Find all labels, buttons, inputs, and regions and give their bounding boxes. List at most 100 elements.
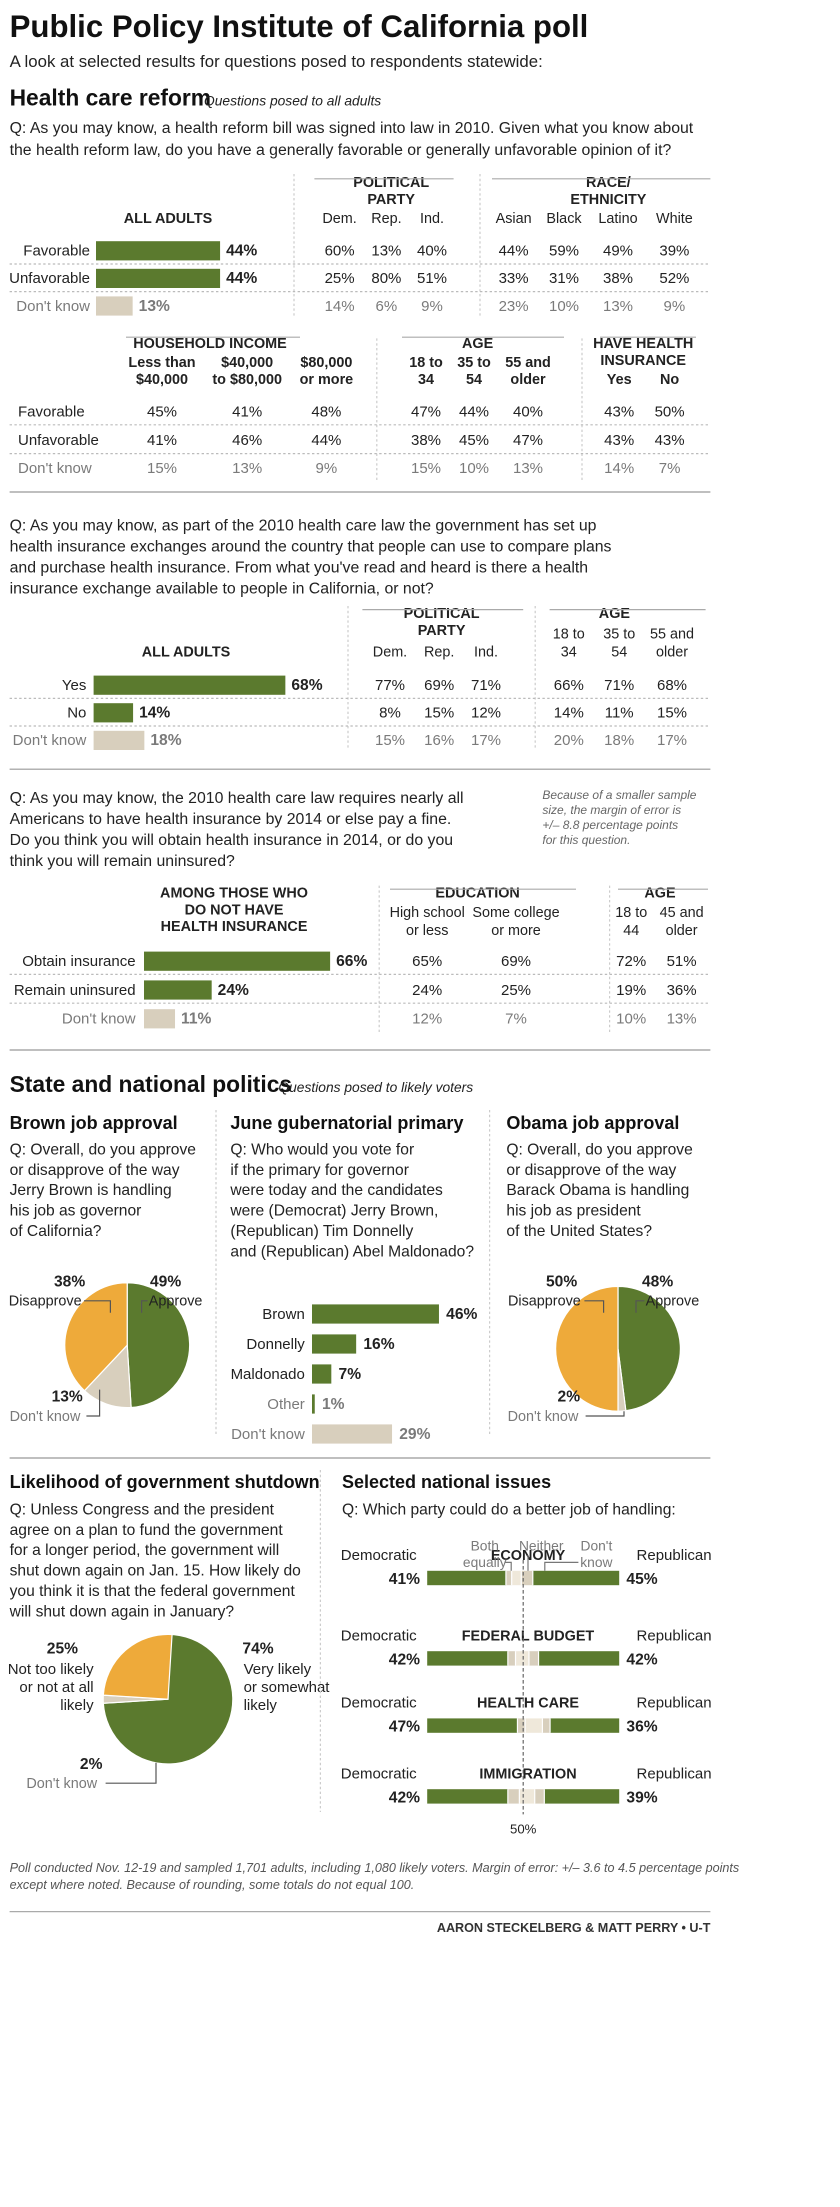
pie-label-not-pct: 25% — [47, 1641, 78, 1658]
question-text: insurance exchange available to people i… — [10, 580, 434, 597]
column-header-age: 45 and — [660, 905, 704, 921]
value-label-q3-remain-uninsured: 24% — [218, 982, 249, 999]
cell-value: 68% — [657, 677, 687, 694]
column-header-age: 34 — [561, 644, 577, 660]
note-text: Because of a smaller sample — [542, 788, 696, 802]
column-header-age: 55 and — [650, 626, 694, 642]
question-text: Q: Which party could do a better job of … — [342, 1501, 676, 1518]
cell-value: 10% — [459, 460, 489, 477]
pie-label-not: likely — [60, 1697, 94, 1714]
question-text: Q: Overall, do you approve — [10, 1141, 196, 1158]
cell-value: 8% — [379, 705, 401, 722]
bar-q3-obtain-insurance — [144, 951, 331, 971]
value-label-democratic-economy: 41% — [389, 1571, 420, 1588]
question-text: you think it is that the federal governm… — [10, 1583, 296, 1600]
row-label-unfavorable: Unfavorable — [18, 432, 99, 449]
pie-label-very: likely — [244, 1697, 278, 1714]
column-header-among: AMONG THOSE WHO — [160, 886, 308, 902]
row-label-yes: Yes — [62, 677, 86, 694]
bar-primary-donnelly — [312, 1334, 357, 1354]
pie-label-dk-pct: 2% — [558, 1389, 581, 1406]
question-text: were today and the candidates — [229, 1182, 443, 1199]
row-label-don-t-know: Don't know — [16, 298, 90, 315]
issue-title-immigration: IMMIGRATION — [479, 1766, 576, 1782]
group-header-race: ETHNICITY — [570, 192, 646, 208]
stacked-bar-republican-economy — [532, 1570, 620, 1586]
pie-label-disapprove-pct: 50% — [546, 1273, 577, 1290]
cell-value: 25% — [325, 270, 355, 287]
column-header-income: $40,000 — [136, 372, 188, 388]
pie-label-disapprove: Disapprove — [9, 1294, 82, 1310]
pie-shutdown-slice-not-likely — [102, 1633, 173, 1700]
question-text: or disapprove of the way — [10, 1162, 180, 1179]
column-header-age: 44 — [623, 923, 639, 939]
column-header-education: Some college — [472, 905, 559, 921]
question-text: the health reform law, do you have a gen… — [10, 142, 672, 159]
pie-label-very-pct: 74% — [242, 1641, 273, 1658]
stacked-bar-don-t-know-federal-budget — [528, 1651, 539, 1666]
cell-value: 23% — [499, 298, 529, 315]
column-header-age: 35 to — [457, 355, 491, 371]
cell-value: 25% — [501, 982, 531, 999]
cell-value: 16% — [424, 732, 454, 749]
cell-value: 46% — [232, 432, 262, 449]
column-header-education: or more — [491, 923, 541, 939]
question-text: of the United States? — [506, 1223, 652, 1240]
cell-value: 36% — [667, 982, 697, 999]
cell-value: 13% — [513, 460, 543, 477]
question-text: Q: Unless Congress and the president — [10, 1501, 275, 1518]
bar-q3-don-t-know — [144, 1009, 176, 1029]
bar-primary-don-t-know — [312, 1424, 393, 1444]
row-label-remain-uninsured: Remain uninsured — [14, 982, 136, 999]
column-header-income: $80,000 — [300, 355, 352, 371]
pie-label-dk: Don't know — [508, 1409, 579, 1425]
value-label-democratic-health-care: 47% — [389, 1719, 420, 1736]
pie-label-disapprove: Disapprove — [508, 1294, 581, 1310]
value-label-q2-no: 14% — [139, 705, 170, 722]
value-label-republican-immigration: 39% — [626, 1789, 657, 1806]
value-label-primary-brown: 46% — [446, 1306, 477, 1323]
group-header-party: POLITICAL — [353, 175, 429, 191]
leader-line — [505, 1561, 512, 1571]
question-text: (Republican) Tim Donnelly — [230, 1223, 413, 1240]
pie-label-not: Not too likely — [8, 1661, 94, 1678]
cell-value: 69% — [501, 953, 531, 970]
axis-label-democratic: Democratic — [341, 1547, 417, 1564]
row-label-favorable: Favorable — [18, 403, 85, 420]
pie-label-very: Very likely — [244, 1661, 312, 1678]
question-text: Barack Obama is handling — [506, 1182, 689, 1199]
column-header-insurance: Yes — [607, 372, 632, 388]
question-text: Q: Who would you vote for — [230, 1141, 414, 1158]
cell-value: 72% — [616, 953, 646, 970]
cell-value: 10% — [549, 298, 579, 315]
cell-value: 51% — [667, 953, 697, 970]
page-title: Public Policy Institute of California po… — [10, 9, 589, 44]
cell-value: 80% — [371, 270, 401, 287]
cell-value: 50% — [655, 403, 685, 420]
chart-title-primary: June gubernatorial primary — [230, 1113, 463, 1133]
column-header-age: 55 and — [505, 355, 551, 371]
axis-label-republican: Republican — [637, 1547, 712, 1564]
cell-value: 59% — [549, 243, 579, 260]
cell-value: 31% — [549, 270, 579, 287]
cell-value: 52% — [659, 270, 689, 287]
group-header-race: RACE/ — [586, 175, 631, 191]
column-header-education: High school — [390, 905, 465, 921]
question-text: were (Democrat) Jerry Brown, — [229, 1203, 438, 1220]
stacked-bar-republican-immigration — [544, 1789, 620, 1804]
cell-value: 44% — [459, 403, 489, 420]
pie-label-dk: Don't know — [10, 1409, 81, 1425]
footnote-text: Poll conducted Nov. 12-19 and sampled 1,… — [10, 1861, 740, 1875]
cell-value: 77% — [375, 677, 405, 694]
pie-brown-slice-approve — [126, 1282, 191, 1409]
column-header-all-adults: ALL ADULTS — [124, 211, 213, 227]
chart-title-shutdown: Likelihood of government shutdown — [10, 1472, 320, 1492]
bar-q3-remain-uninsured — [144, 980, 212, 1000]
pie-label-dk: Don't know — [26, 1776, 97, 1792]
bar-label-maldonado: Maldonado — [231, 1366, 305, 1383]
column-header-age: 18 to — [553, 626, 585, 642]
cell-value: 19% — [616, 982, 646, 999]
chart-title-issues: Selected national issues — [342, 1472, 551, 1492]
column-header-income: $40,000 — [221, 355, 273, 371]
question-text: will shut down again in January? — [9, 1603, 235, 1620]
